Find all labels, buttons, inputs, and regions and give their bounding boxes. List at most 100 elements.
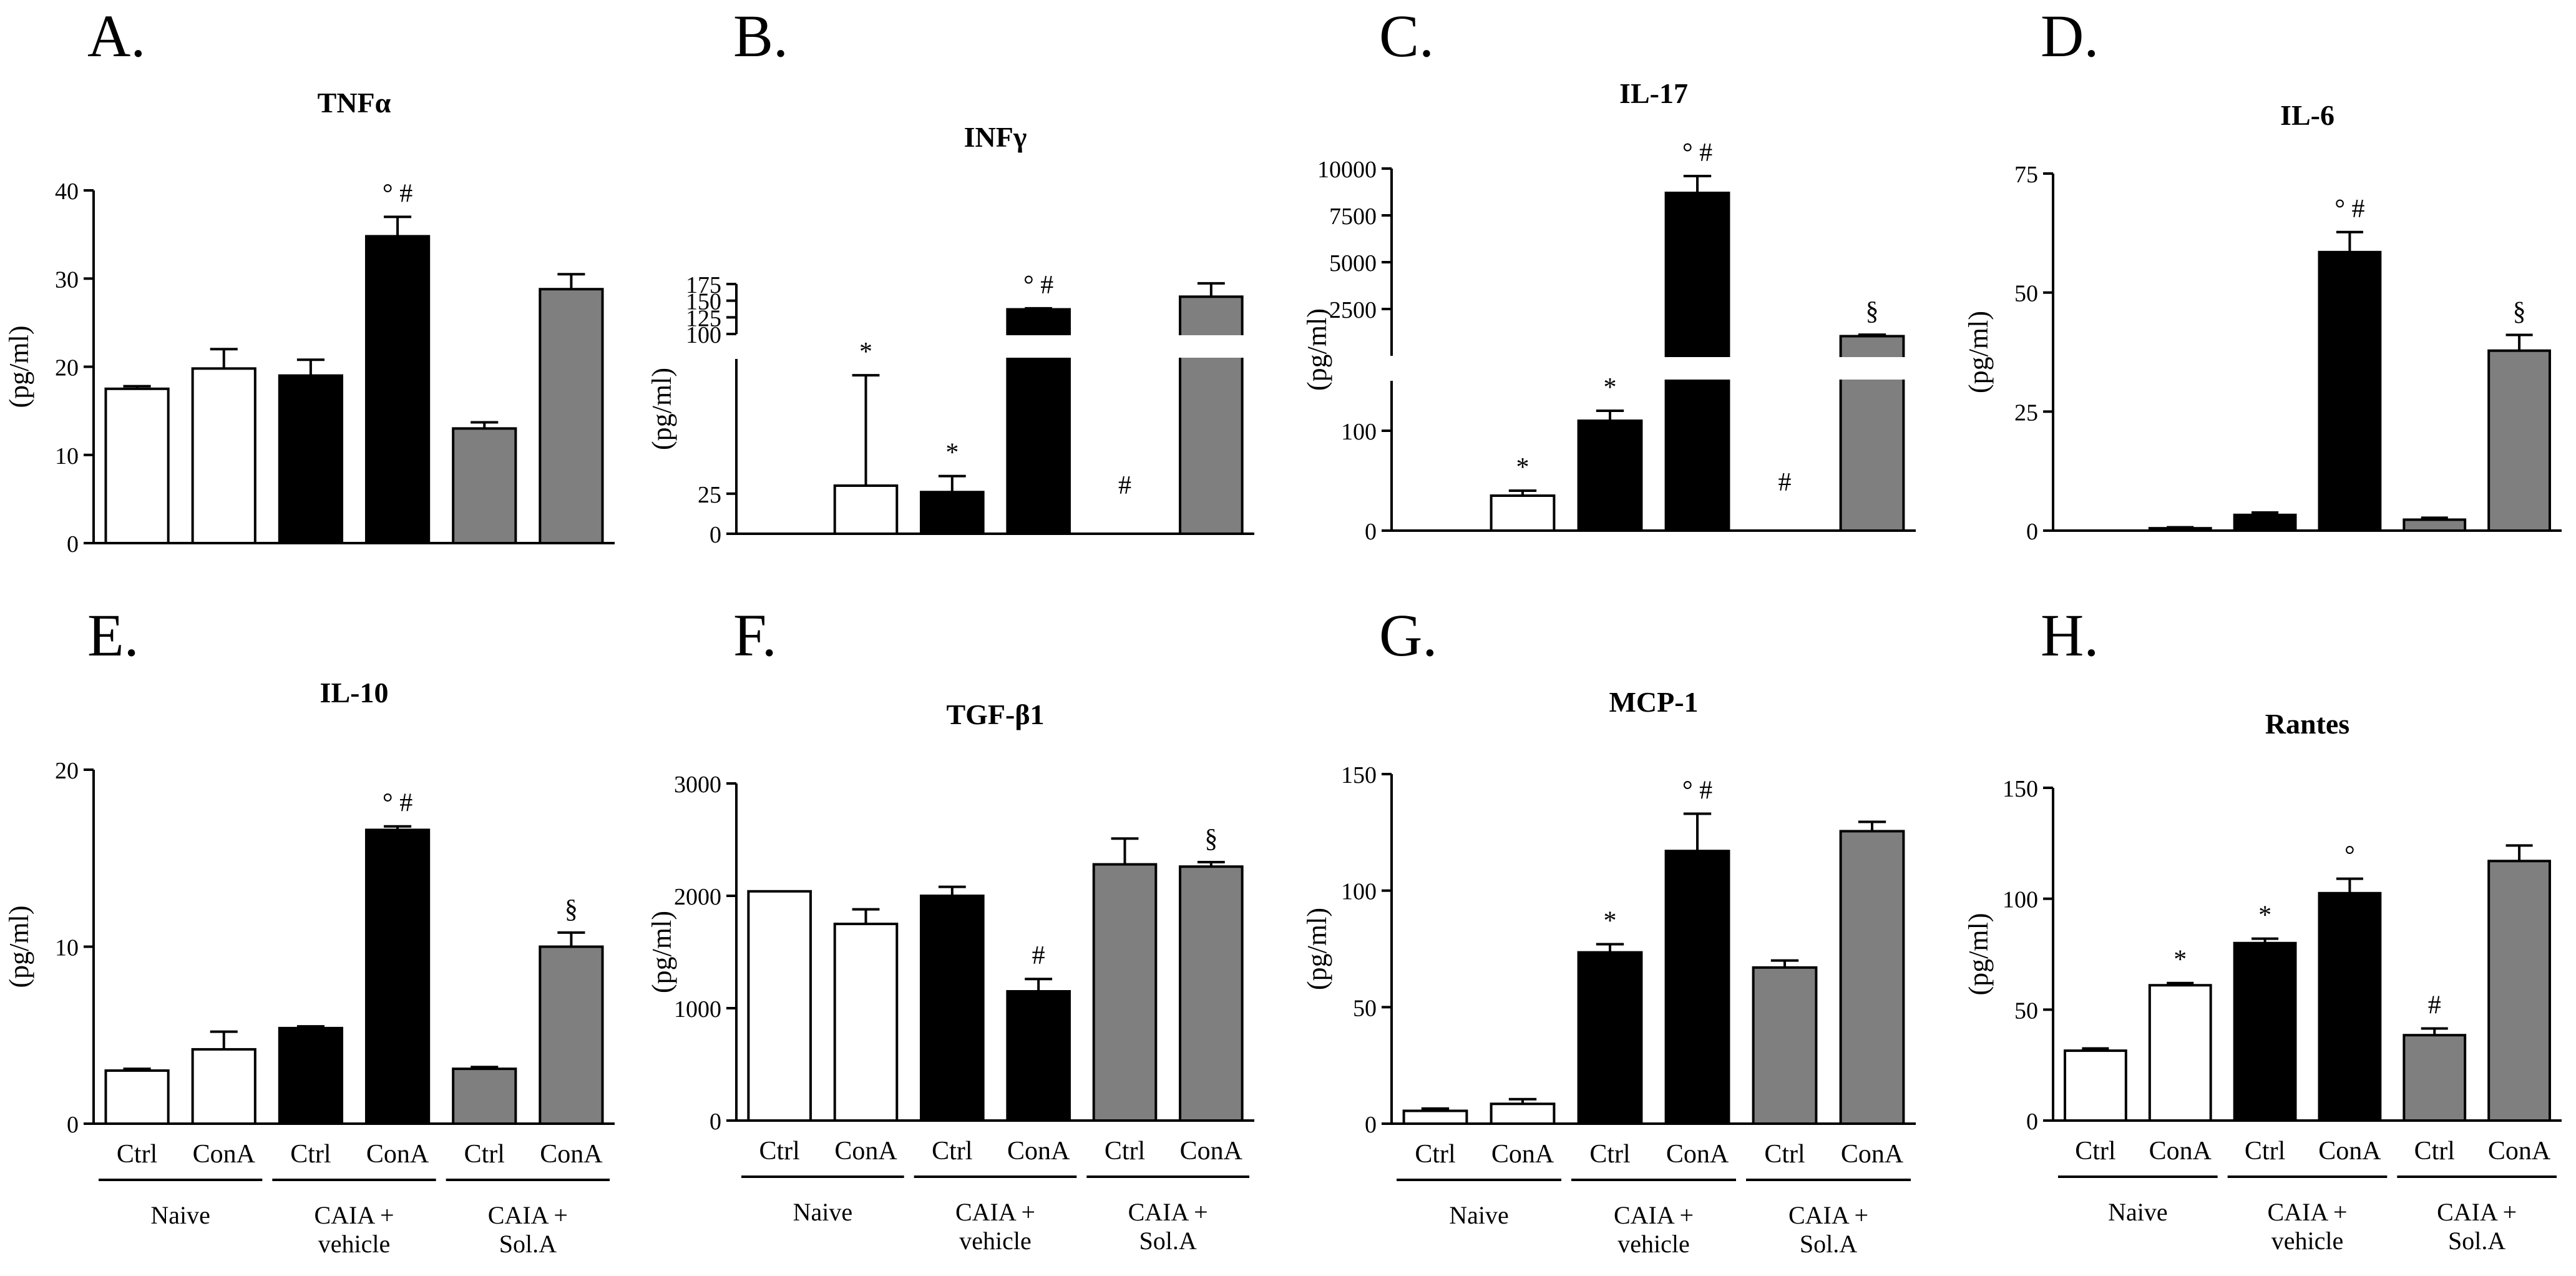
panel-title: IL-17 [1619,77,1688,109]
significance-mark: * [2174,946,2187,974]
bar [1664,850,1730,1125]
panel-letter: C. [1379,2,1434,69]
panel-title: IL-6 [2280,99,2334,131]
category-label: Ctrl [1589,1140,1630,1169]
panel-a: A. TNFα (pg/ml) 0 10 20 30 40 ° # [4,2,615,557]
group-label: Sol.A [2448,1227,2505,1255]
y-tick-label: 2000 [674,884,721,910]
panel-letter: E. [87,602,139,669]
category-label: ConA [1491,1140,1554,1169]
y-tick-label: 0 [67,1112,79,1138]
bar [2487,860,2551,1122]
significance-mark: ° # [383,179,412,208]
significance-mark: § [1866,297,1879,326]
significance-mark: § [2513,298,2526,326]
y-tick-label: 75 [2014,162,2038,188]
bar [364,235,431,544]
y-tick-label: 1000 [674,996,721,1023]
group-label: CAIA + [1614,1201,1694,1229]
group-label: CAIA + [488,1201,568,1229]
category-label: Ctrl [1105,1137,1145,1166]
significance-mark: § [1204,825,1217,853]
bar [1839,830,1905,1125]
bar [278,374,344,544]
significance-mark: # [1118,471,1131,500]
y-axis-label: (pg/ml) [1302,908,1332,990]
group-label: CAIA + [2437,1198,2517,1226]
bar [920,895,985,1122]
significance-mark: ° # [1023,271,1053,300]
y-tick-label: 0 [1365,519,1377,545]
significance-mark: * [1516,453,1530,482]
group-label: Naive [2108,1198,2168,1226]
category-label: Ctrl [1415,1140,1455,1169]
bar [2064,1049,2127,1122]
bar [452,1067,517,1125]
category-label: ConA [2149,1137,2212,1166]
bar [2148,527,2212,532]
panel-g: G. MCP-1 (pg/ml) 0 50 100 150 Ctrl ConA * Ctrl ° # C… [1302,602,1916,1258]
y-tick-label: 10 [55,935,79,961]
bar [1179,865,1244,1122]
group-label: vehicle [318,1230,391,1258]
y-tick-label: 100 [686,322,721,348]
bar [920,491,985,535]
significance-mark: # [1778,468,1792,497]
y-tick-label: 150 [2003,776,2038,802]
y-axis-label: (pg/ml) [1302,308,1332,391]
panel-e: E. IL-10 (pg/ml) 0 10 20 Ctrl ConA Ctrl ° # ConA Ct… [4,602,615,1258]
y-tick-label: 10000 [1317,157,1377,183]
group-label: CAIA + [955,1198,1035,1226]
bar [2233,513,2297,532]
y-tick-label: 50 [2014,281,2038,307]
y-tick-label: 25 [698,482,721,508]
panel-c: C. IL-17 (pg/ml) 0 100 2500 5000 7500 10000 * * ° #… [1302,2,1916,545]
bar [2403,518,2467,532]
y-tick-label: 100 [1341,419,1377,445]
category-label: ConA [540,1140,603,1169]
y-axis-label: (pg/ml) [646,911,677,993]
y-tick-label: 10 [55,443,79,469]
group-label: Naive [150,1201,210,1229]
category-label: Ctrl [290,1140,331,1169]
significance-mark: * [859,338,872,366]
panel-letter: D. [2041,2,2099,69]
y-axis-label: (pg/ml) [646,368,677,450]
category-label: ConA [1007,1137,1070,1166]
bar-break [1005,335,1072,358]
group-label: vehicle [2271,1227,2344,1255]
category-label: Ctrl [759,1137,799,1166]
bar [2318,891,2382,1122]
bar [833,923,899,1122]
significance-mark: # [2428,991,2441,1020]
category-label: ConA [1180,1137,1243,1166]
panel-letter: B. [733,2,788,69]
y-tick-label: 125 [686,305,721,331]
significance-mark: * [1604,907,1617,936]
group-label: Sol.A [1139,1227,1197,1255]
bar [2487,349,2551,532]
category-label: ConA [2318,1137,2381,1166]
category-label: Ctrl [2245,1137,2285,1166]
bar [539,288,604,544]
bar [104,387,170,544]
bar [539,945,604,1125]
bar [833,484,899,535]
bar-break [1178,335,1245,358]
group-label: CAIA + [2267,1198,2347,1226]
category-label: Ctrl [932,1137,972,1166]
bar [191,1048,256,1126]
group-label: vehicle [1617,1230,1690,1258]
y-tick-label: 0 [1365,1112,1377,1138]
category-label: ConA [1666,1140,1729,1169]
y-axis-label: (pg/ml) [4,326,34,408]
y-tick-label: 25 [2014,400,2038,426]
bar [1402,1109,1468,1126]
significance-mark: ° [2344,842,2355,870]
y-tick-label: 0 [2026,519,2038,545]
panel-letter: H. [2041,602,2099,669]
group-label: CAIA + [314,1201,394,1229]
significance-mark: § [565,895,578,924]
